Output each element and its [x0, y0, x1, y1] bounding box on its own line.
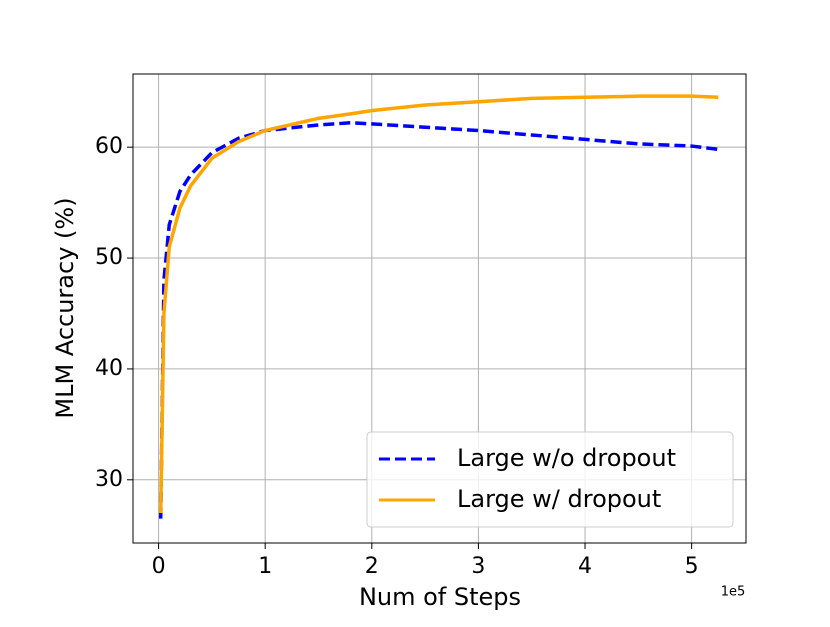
x-tick-label: 5 [685, 554, 699, 579]
y-tick-label: 60 [95, 134, 123, 159]
series-line [158, 121, 719, 519]
series-line [158, 94, 719, 514]
x-tick-label: 3 [471, 554, 485, 579]
y-axis-label: MLM Accuracy (%) [51, 197, 79, 418]
x-scale-label: 1e5 [721, 585, 746, 600]
x-axis-label: Num of Steps [359, 583, 521, 611]
x-tick-label: 4 [578, 554, 592, 579]
x-tick-label: 0 [152, 554, 166, 579]
plot-frame [132, 73, 747, 544]
legend-box [366, 431, 734, 528]
legend-label: Large w/o dropout [457, 444, 676, 472]
y-tick-label: 50 [95, 245, 123, 270]
y-tick-label: 40 [95, 356, 123, 381]
legend-label: Large w/ dropout [457, 485, 661, 513]
y-tick-label: 30 [95, 467, 123, 492]
x-tick-label: 2 [365, 554, 379, 579]
x-tick-label: 1 [258, 554, 272, 579]
